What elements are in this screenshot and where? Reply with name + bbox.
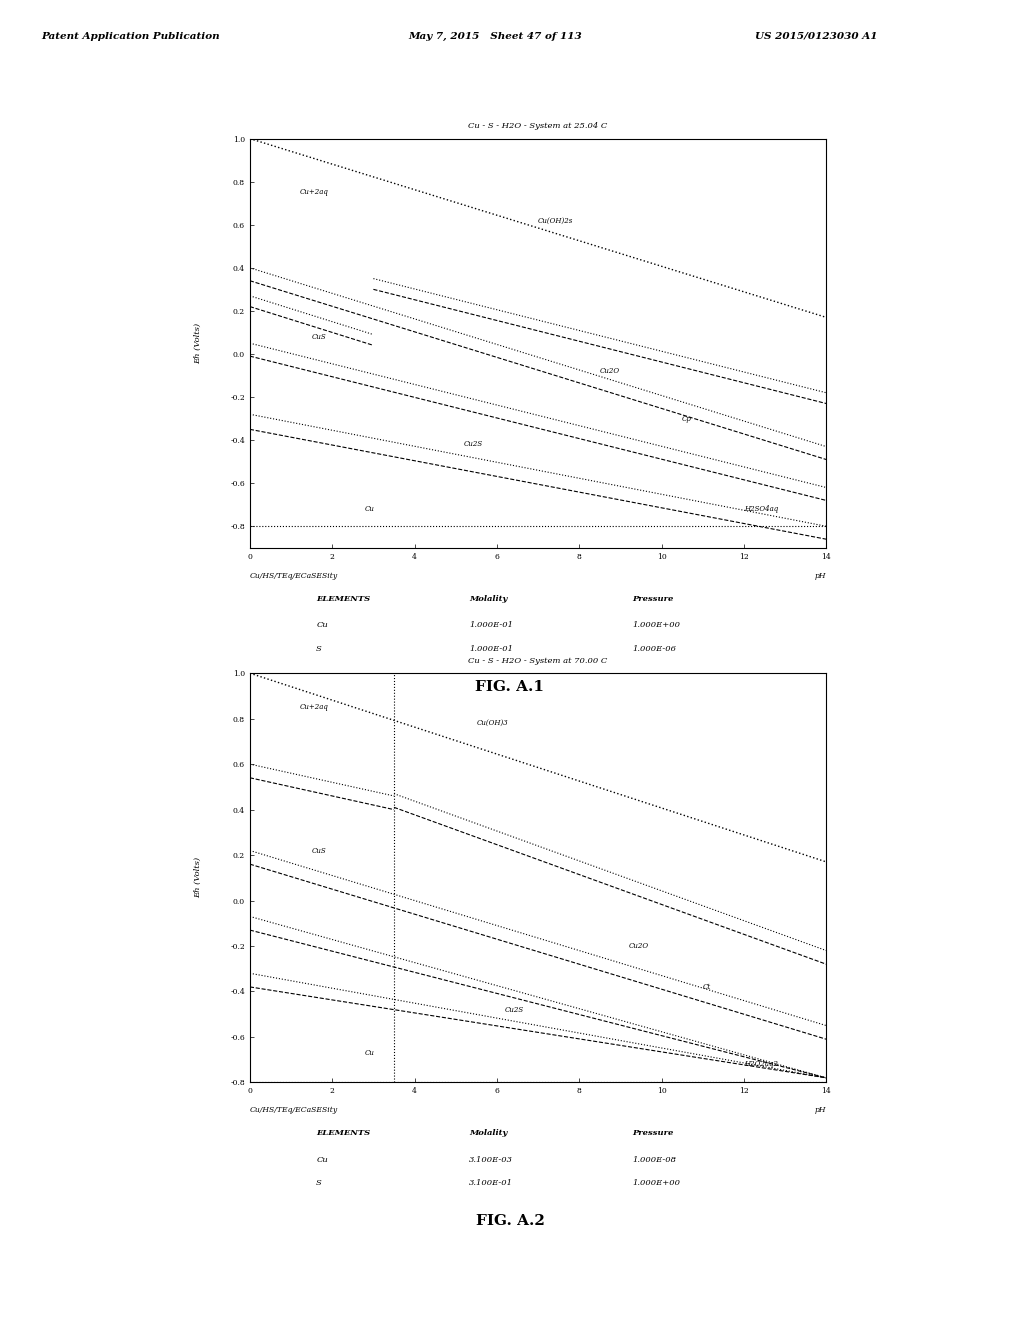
Text: ELEMENTS: ELEMENTS xyxy=(316,594,370,603)
Text: Cu/HS/TEq/ECaSESity: Cu/HS/TEq/ECaSESity xyxy=(250,572,337,579)
Text: Cu/HS/TEq/ECaSESity: Cu/HS/TEq/ECaSESity xyxy=(250,1106,337,1114)
Text: Cu2S: Cu2S xyxy=(464,441,483,449)
Text: Eh (Volts): Eh (Volts) xyxy=(194,322,202,364)
Text: 3.100E-01: 3.100E-01 xyxy=(469,1179,513,1188)
Text: Ct: Ct xyxy=(702,983,710,991)
Text: Patent Application Publication: Patent Application Publication xyxy=(41,32,219,41)
Text: Cu: Cu xyxy=(365,506,375,513)
Text: Cu+2aq: Cu+2aq xyxy=(299,189,328,197)
Text: Cu: Cu xyxy=(316,620,328,630)
Text: FIG. A.2: FIG. A.2 xyxy=(475,1214,544,1229)
Text: 1.000E-06: 1.000E-06 xyxy=(632,644,676,653)
Text: Cu - S - H2O - System at 70.00 C: Cu - S - H2O - System at 70.00 C xyxy=(468,657,607,665)
Text: Molality: Molality xyxy=(469,594,507,603)
Text: CuS: CuS xyxy=(312,846,326,854)
Text: 1.000E+00: 1.000E+00 xyxy=(632,620,680,630)
Text: H2O2aq2: H2O2aq2 xyxy=(743,1060,777,1068)
Text: May 7, 2015   Sheet 47 of 113: May 7, 2015 Sheet 47 of 113 xyxy=(408,32,581,41)
Text: 1.000E-01: 1.000E-01 xyxy=(469,644,513,653)
Text: Cu(OH)2s: Cu(OH)2s xyxy=(538,216,573,224)
Text: pH: pH xyxy=(814,572,825,579)
Text: 3.100E-03: 3.100E-03 xyxy=(469,1155,513,1164)
Text: Cu: Cu xyxy=(365,1049,375,1057)
Text: Cu(OH)3: Cu(OH)3 xyxy=(476,719,507,727)
Text: FIG. A.1: FIG. A.1 xyxy=(475,680,544,694)
Text: Cu2S: Cu2S xyxy=(504,1006,524,1014)
Text: Cu2O: Cu2O xyxy=(628,942,648,950)
Text: CuS: CuS xyxy=(312,333,326,341)
Text: pH: pH xyxy=(814,1106,825,1114)
Text: Cu - S - H2O - System at 25.04 C: Cu - S - H2O - System at 25.04 C xyxy=(468,123,607,131)
Text: Cu: Cu xyxy=(316,1155,328,1164)
Text: Cu2O: Cu2O xyxy=(599,367,620,375)
Text: H2SO4aq: H2SO4aq xyxy=(743,506,777,513)
Text: 1.000E+00: 1.000E+00 xyxy=(632,1179,680,1188)
Text: S: S xyxy=(316,1179,322,1188)
Text: S: S xyxy=(316,644,322,653)
Text: ELEMENTS: ELEMENTS xyxy=(316,1129,370,1138)
Text: US 2015/0123030 A1: US 2015/0123030 A1 xyxy=(754,32,876,41)
Text: Molality: Molality xyxy=(469,1129,507,1138)
Text: 1.000E-01: 1.000E-01 xyxy=(469,620,513,630)
Text: Eh (Volts): Eh (Volts) xyxy=(194,857,202,899)
Text: Cu+2aq: Cu+2aq xyxy=(299,704,328,711)
Text: Pressure: Pressure xyxy=(632,1129,674,1138)
Text: Cp: Cp xyxy=(682,414,691,422)
Text: 1.000E-08: 1.000E-08 xyxy=(632,1155,676,1164)
Text: Pressure: Pressure xyxy=(632,594,674,603)
